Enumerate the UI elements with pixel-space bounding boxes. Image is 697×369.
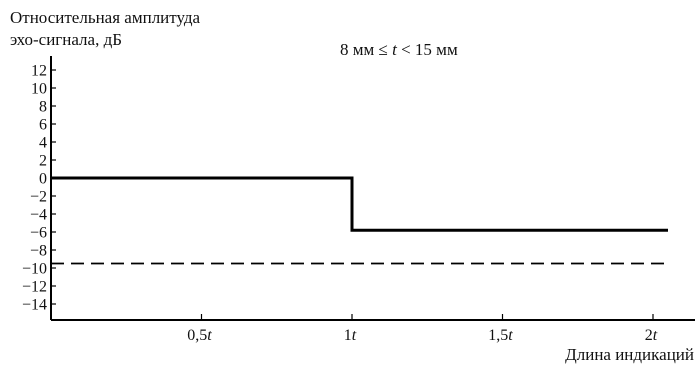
y-tick-label: −12 xyxy=(22,279,47,296)
y-tick-label: 10 xyxy=(31,81,47,98)
y-tick-label: 2 xyxy=(39,153,47,170)
y-tick-label: −2 xyxy=(30,189,47,206)
y-tick-label: 4 xyxy=(39,135,47,152)
y-tick-label: −6 xyxy=(30,225,47,242)
x-axis-ticks: 0,5t 1t 1,5t 2t xyxy=(187,314,658,344)
x-tick-label: 0,5t xyxy=(187,327,212,344)
y-tick-label: 8 xyxy=(39,99,47,116)
x-tick-label: 1,5t xyxy=(488,327,513,344)
solid-amplitude-line xyxy=(51,176,668,232)
y-tick-label: −14 xyxy=(22,297,47,314)
y-tick-label: 12 xyxy=(31,63,47,80)
x-axis-title: Длина индикаций xyxy=(565,345,694,364)
thickness-range-annotation: 8 мм ≤ t < 15 мм xyxy=(340,40,458,60)
y-tick-label: −8 xyxy=(30,243,47,260)
annotation-suffix: < 15 мм xyxy=(396,40,458,59)
y-tick-label: 6 xyxy=(39,117,47,134)
y-tick-label: −4 xyxy=(30,207,47,224)
x-tick-label: 2t xyxy=(645,327,658,344)
x-tick-label: 1t xyxy=(344,327,357,344)
y-tick-label: −10 xyxy=(22,261,47,278)
annotation-prefix: 8 мм ≤ xyxy=(340,40,393,59)
data-series xyxy=(51,176,668,265)
annotation-variable: t xyxy=(392,40,397,59)
y-tick-label: 0 xyxy=(39,171,47,188)
y-axis-title-line-2: эхо-сигнала, дБ xyxy=(10,30,122,49)
y-axis-title-line-1: Относительная амплитуда xyxy=(10,8,201,27)
